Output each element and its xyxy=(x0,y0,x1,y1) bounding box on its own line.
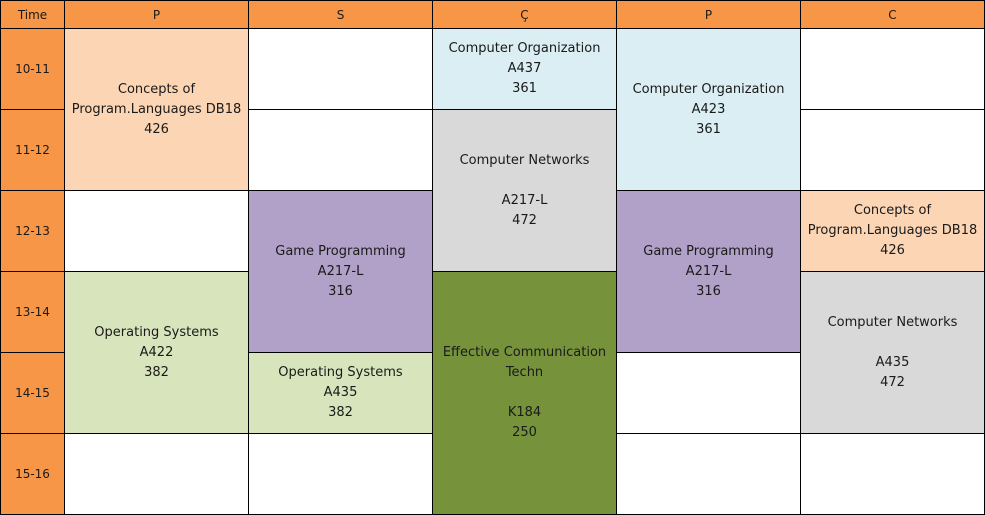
empty-slot xyxy=(64,190,249,272)
empty-slot xyxy=(800,433,985,515)
course-block-computer-organization: Computer Organization A437 361 xyxy=(432,28,617,110)
course-name: Concepts of Program.Languages DB18 xyxy=(807,203,978,238)
course-block-operating-systems: Operating Systems A435 382 xyxy=(248,352,433,434)
empty-slot xyxy=(248,109,433,191)
empty-slot xyxy=(616,433,801,515)
empty-slot xyxy=(248,433,433,515)
empty-slot xyxy=(800,109,985,191)
course-count: 316 xyxy=(696,283,721,299)
course-name: Game Programming xyxy=(275,243,406,259)
course-count: 382 xyxy=(144,364,169,380)
course-block-game-programming: Game Programming A217-L 316 xyxy=(248,190,433,353)
course-name: Game Programming xyxy=(643,243,774,259)
time-slot-13-14: 13-14 xyxy=(0,271,65,353)
course-room: A422 xyxy=(139,344,174,360)
time-slot-11-12: 11-12 xyxy=(0,109,65,191)
header-day-4: P xyxy=(616,0,801,29)
header-day-2: S xyxy=(248,0,433,29)
course-name: Concepts of Program.Languages DB18 xyxy=(71,81,242,117)
course-room: A217-L xyxy=(685,263,732,279)
course-count: 426 xyxy=(144,121,169,137)
time-slot-15-16: 15-16 xyxy=(0,433,65,515)
course-name: Computer Networks xyxy=(827,314,958,330)
course-block-operating-systems: Operating Systems A422 382 xyxy=(64,271,249,434)
course-block-computer-organization: Computer Organization A423 361 xyxy=(616,28,801,191)
course-name: Computer Organization xyxy=(448,41,601,56)
empty-slot xyxy=(248,28,433,110)
time-slot-12-13: 12-13 xyxy=(0,190,65,272)
course-room: A217-L xyxy=(317,263,364,279)
course-count: 316 xyxy=(328,283,353,299)
course-count: 426 xyxy=(880,243,905,258)
time-slot-14-15: 14-15 xyxy=(0,352,65,434)
course-count: 361 xyxy=(512,81,537,96)
header-day-1: P xyxy=(64,0,249,29)
course-block-computer-networks: Computer Networks A217-L 472 xyxy=(432,109,617,272)
course-name: Operating Systems xyxy=(94,324,219,340)
course-count: 250 xyxy=(512,425,537,440)
course-block-effective-communication: Effective Communication Techn K184 250 xyxy=(432,271,617,515)
header-day-5: C xyxy=(800,0,985,29)
course-name: Computer Networks xyxy=(459,152,590,168)
course-room: A437 xyxy=(507,61,542,76)
course-block-concepts-of-programming-languages: Concepts of Program.Languages DB18 426 xyxy=(800,190,985,272)
time-slot-10-11: 10-11 xyxy=(0,28,65,110)
course-count: 361 xyxy=(696,121,721,137)
course-name: Computer Organization xyxy=(632,81,785,97)
course-block-computer-networks: Computer Networks A435 472 xyxy=(800,271,985,434)
course-room: A217-L xyxy=(501,192,548,208)
course-block-game-programming: Game Programming A217-L 316 xyxy=(616,190,801,353)
course-count: 382 xyxy=(328,405,353,420)
empty-slot xyxy=(616,352,801,434)
header-time: Time xyxy=(0,0,65,29)
course-room: A423 xyxy=(691,101,726,117)
course-name: Effective Communication Techn xyxy=(442,345,607,380)
course-count: 472 xyxy=(880,374,905,390)
course-room: A435 xyxy=(875,354,910,370)
course-block-concepts-of-programming-languages: Concepts of Program.Languages DB18 426 xyxy=(64,28,249,191)
course-room: A435 xyxy=(323,385,358,400)
empty-slot xyxy=(800,28,985,110)
header-day-3: Ç xyxy=(432,0,617,29)
course-count: 472 xyxy=(512,212,537,228)
empty-slot xyxy=(64,433,249,515)
course-room: K184 xyxy=(507,405,542,420)
course-name: Operating Systems xyxy=(278,365,403,380)
